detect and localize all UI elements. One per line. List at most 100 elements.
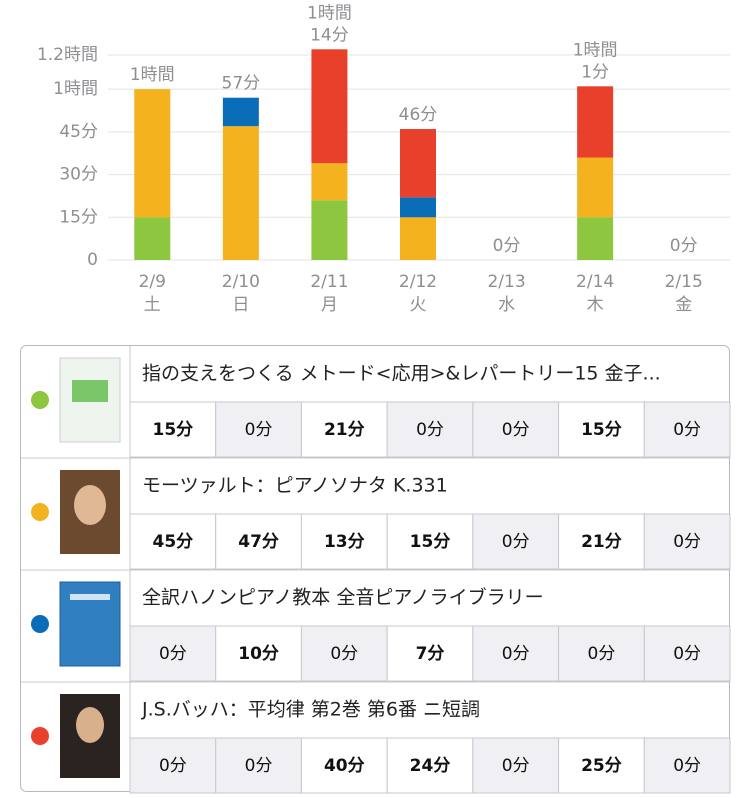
cell-label: 0分 (416, 420, 444, 440)
cell (643, 401, 731, 458)
x-weekday-label: 金 (675, 295, 692, 315)
cell (643, 513, 731, 570)
bar-segment (577, 217, 614, 260)
cell (215, 513, 302, 570)
cell (215, 737, 302, 794)
total-label: 1時間 (307, 3, 352, 23)
x-weekday-label: 木 (587, 295, 604, 315)
total-label: 0分 (493, 236, 521, 256)
cell-label: 21分 (581, 532, 622, 552)
total-label: 1時間 (573, 40, 618, 60)
y-tick-label: 0 (87, 250, 98, 270)
cell-label: 0分 (330, 644, 358, 664)
total-label: 46分 (399, 105, 438, 125)
total-label: 14分 (310, 25, 349, 45)
x-tick-label: 2/13 (487, 272, 525, 292)
x-tick-label: 2/10 (222, 272, 260, 292)
bar-segment (400, 129, 436, 198)
cell-label: 0分 (673, 420, 701, 440)
cell (558, 513, 645, 570)
x-tick-label: 2/12 (399, 272, 437, 292)
total-label: 1分 (581, 62, 609, 82)
x-weekday-label: 土 (144, 295, 161, 315)
x-weekday-label: 月 (321, 295, 338, 315)
cell (472, 625, 560, 682)
cell-label: 0分 (502, 644, 530, 664)
cover-art (72, 380, 108, 402)
legend-dot (31, 727, 49, 745)
legend-dot (31, 391, 49, 409)
bar-segment (311, 163, 348, 201)
x-tick-label: 2/14 (576, 272, 614, 292)
book-title: モーツァルト：ピアノソナタ K.331 (142, 475, 448, 497)
cell-label: 24分 (410, 756, 451, 776)
cell-label: 0分 (502, 532, 530, 552)
cell-label: 0分 (502, 756, 530, 776)
bar-segment (577, 157, 614, 218)
book-title: 指の支えをつくる メトード<応用>&レパートリー15 金子... (142, 363, 661, 385)
bar-segment (311, 200, 348, 260)
total-label: 57分 (222, 74, 261, 94)
x-weekday-label: 日 (232, 295, 249, 315)
cell (300, 625, 388, 682)
x-tick-label: 2/11 (310, 272, 348, 292)
cell-label: 25分 (581, 756, 622, 776)
cell (558, 401, 645, 458)
cell-label: 0分 (588, 644, 616, 664)
bar-segment (311, 49, 348, 164)
cell-label: 0分 (245, 756, 273, 776)
cell-label: 0分 (673, 644, 701, 664)
x-weekday-label: 水 (498, 295, 515, 315)
bar-segment (400, 197, 436, 218)
cell (472, 401, 560, 458)
bar-segment (134, 217, 171, 260)
cover-art (74, 485, 106, 525)
x-tick-label: 2/15 (665, 272, 703, 292)
x-weekday-label: 火 (410, 295, 427, 315)
cell (129, 513, 217, 570)
cell-label: 0分 (673, 532, 701, 552)
cell (386, 401, 474, 458)
cell (386, 625, 474, 682)
bar-segment (400, 217, 436, 260)
cover-images (59, 357, 121, 778)
bar-segment (134, 89, 171, 218)
y-tick-label: 1時間 (53, 79, 98, 99)
cell-label: 15分 (581, 420, 622, 440)
cell-label: 15分 (153, 420, 194, 440)
bar-segment (222, 126, 259, 260)
cell (129, 737, 217, 794)
y-tick-label: 15分 (59, 207, 98, 227)
cell-label: 21分 (324, 420, 365, 440)
cell-label: 10分 (238, 644, 279, 664)
legend-dot (31, 615, 49, 633)
y-tick-label: 45分 (59, 122, 98, 142)
cell (129, 625, 217, 682)
cell-label: 0分 (159, 644, 187, 664)
legend-dot (31, 503, 49, 521)
cell-label: 0分 (159, 756, 187, 776)
cell-label: 0分 (673, 756, 701, 776)
cell-label: 15分 (410, 532, 451, 552)
cell-label: 47分 (238, 532, 279, 552)
cell (215, 625, 302, 682)
total-label: 0分 (670, 236, 698, 256)
cell (300, 513, 388, 570)
cell (643, 625, 731, 682)
total-label: 1時間 (130, 65, 175, 85)
cell-label: 0分 (245, 420, 273, 440)
cell-label: 0分 (502, 420, 530, 440)
bar-segment (222, 97, 259, 127)
cell (643, 737, 731, 794)
bar-segment (577, 86, 614, 158)
book-title: 全訳ハノンピアノ教本 全音ピアノライブラリー (142, 586, 544, 609)
cell-label: 40分 (324, 756, 365, 776)
cell (386, 737, 474, 794)
cell (215, 401, 302, 458)
cover-art (70, 594, 110, 600)
y-tick-label: 1.2時間 (37, 45, 98, 65)
cell (386, 513, 474, 570)
cell (472, 513, 560, 570)
cell (558, 737, 645, 794)
